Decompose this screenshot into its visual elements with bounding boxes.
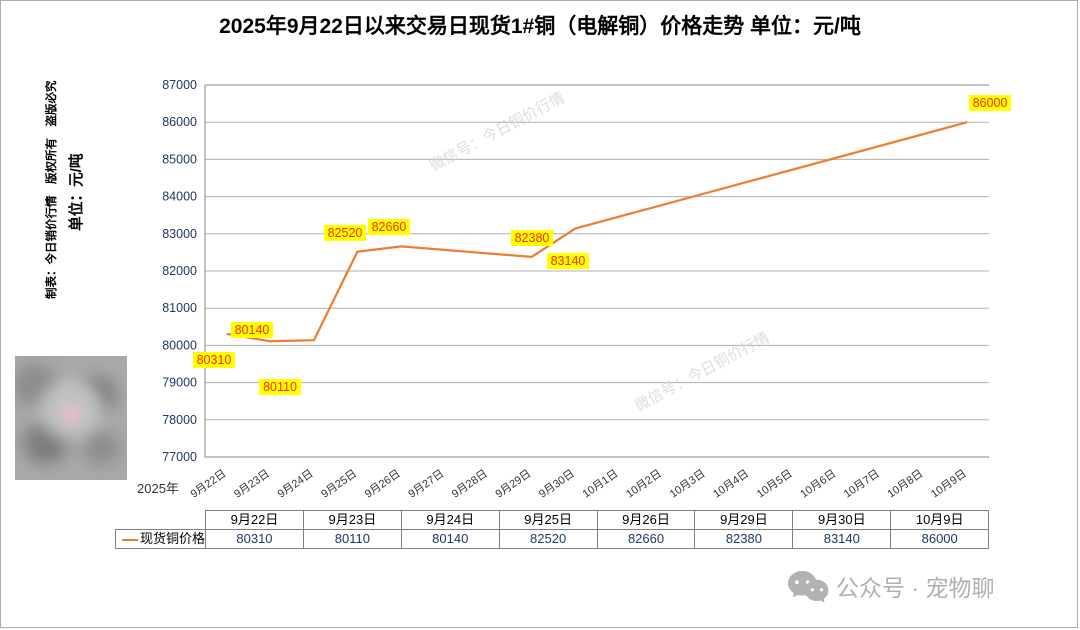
svg-text:84000: 84000 (162, 190, 197, 204)
svg-text:2025年: 2025年 (137, 481, 179, 496)
svg-text:10月7日: 10月7日 (842, 468, 882, 501)
svg-text:9月22日: 9月22日 (189, 468, 229, 501)
svg-text:80110: 80110 (263, 380, 297, 394)
svg-text:9月25日: 9月25日 (319, 468, 359, 501)
svg-text:10月5日: 10月5日 (755, 468, 795, 501)
svg-text:10月4日: 10月4日 (711, 468, 751, 501)
svg-text:79000: 79000 (162, 376, 197, 390)
svg-text:10月3日: 10月3日 (668, 468, 708, 501)
svg-text:微信号：今日铜价行情: 微信号：今日铜价行情 (632, 329, 772, 414)
svg-text:微信号：今日铜价行情: 微信号：今日铜价行情 (427, 89, 567, 174)
svg-text:81000: 81000 (162, 301, 197, 315)
svg-text:9月29日: 9月29日 (493, 468, 533, 501)
svg-text:82000: 82000 (162, 264, 197, 278)
svg-text:82660: 82660 (372, 220, 407, 234)
svg-text:9月30日: 9月30日 (537, 468, 577, 501)
svg-text:82520: 82520 (328, 226, 363, 240)
svg-text:80310: 80310 (197, 353, 232, 367)
svg-text:80140: 80140 (235, 323, 270, 337)
svg-text:83000: 83000 (162, 227, 197, 241)
svg-text:87000: 87000 (162, 78, 197, 92)
svg-text:78000: 78000 (162, 413, 197, 427)
svg-text:9月26日: 9月26日 (363, 468, 403, 501)
svg-text:85000: 85000 (162, 152, 197, 166)
svg-text:10月6日: 10月6日 (798, 468, 838, 501)
svg-text:86000: 86000 (162, 115, 197, 129)
svg-text:82380: 82380 (515, 231, 550, 245)
svg-text:10月9日: 10月9日 (929, 468, 969, 501)
svg-text:10月8日: 10月8日 (885, 468, 925, 501)
svg-text:9月27日: 9月27日 (406, 468, 446, 501)
svg-text:9月23日: 9月23日 (232, 468, 272, 501)
svg-text:10月1日: 10月1日 (581, 468, 621, 501)
svg-text:9月28日: 9月28日 (450, 468, 490, 501)
svg-text:80000: 80000 (162, 338, 197, 352)
svg-text:10月2日: 10月2日 (624, 468, 664, 501)
svg-text:86000: 86000 (973, 96, 1008, 110)
svg-text:9月24日: 9月24日 (276, 468, 316, 501)
svg-text:77000: 77000 (162, 450, 197, 464)
svg-text:83140: 83140 (551, 254, 586, 268)
